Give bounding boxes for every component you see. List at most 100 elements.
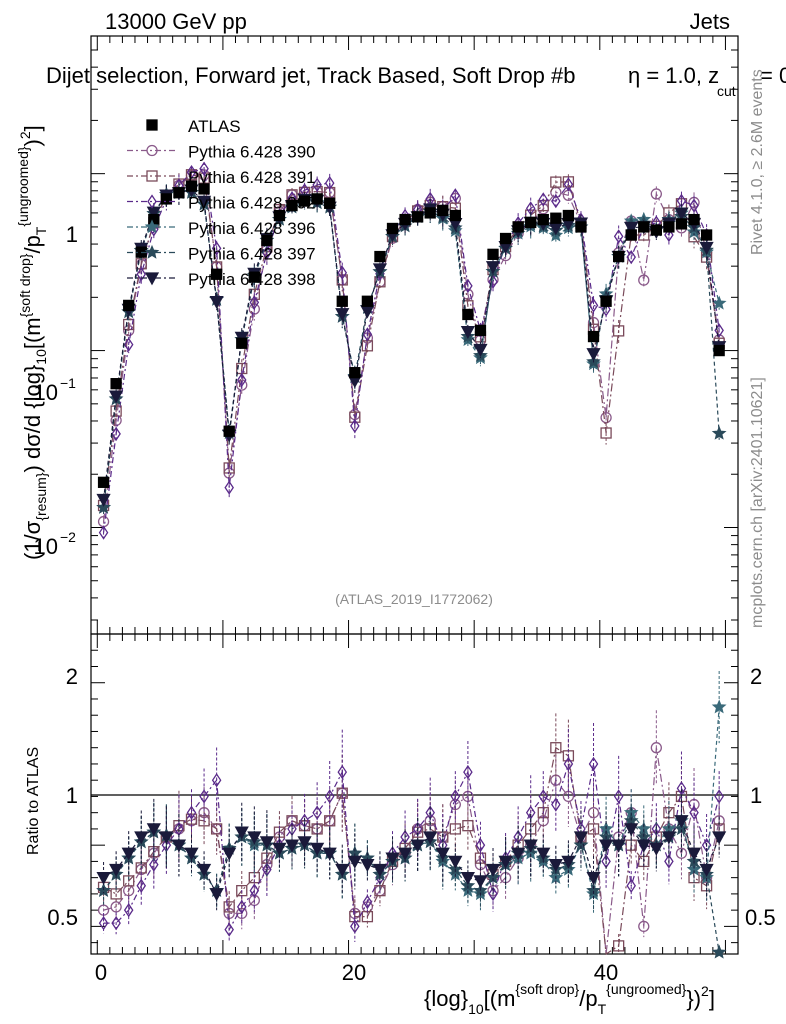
data-point: [372, 263, 388, 277]
ratio-point: [689, 805, 699, 820]
legend-marker: [147, 194, 157, 209]
ratio-point: [336, 787, 348, 799]
data-point: [209, 296, 224, 310]
ratio-point: [424, 815, 436, 827]
ratio-point: [310, 842, 325, 856]
data-point: [463, 278, 473, 294]
atlas-point: [273, 209, 286, 222]
data-point: [186, 164, 197, 180]
ratio-point: [626, 878, 636, 893]
data-point: [362, 327, 373, 342]
data-point: [96, 499, 111, 514]
ratio-point: [435, 847, 450, 861]
ratio-point: [123, 875, 135, 887]
ratio-point: [613, 789, 624, 804]
ratio-point: [186, 805, 197, 820]
legend-marker: [144, 244, 160, 259]
title-eta: η = 1.0, z: [628, 63, 719, 88]
ratio-point: [110, 901, 122, 913]
ratio-point: [649, 842, 664, 856]
ratio-point: [109, 863, 124, 877]
y-tick-label-1e-1-exp: −1: [60, 375, 76, 391]
atlas-point: [361, 295, 374, 307]
ratio-point: [410, 839, 425, 853]
ratio-point: [538, 789, 549, 804]
ratio-point: [587, 807, 600, 819]
ratio-point: [651, 821, 662, 837]
x-tick-label-40: 40: [594, 960, 618, 985]
ratio-series-layer: [96, 671, 727, 959]
data-point: [96, 493, 111, 507]
ratio-point: [184, 847, 199, 861]
legend-entry: Pythia 6.428 391: [127, 168, 316, 187]
ratio-point: [171, 839, 187, 853]
ratio-point: [551, 797, 561, 812]
category-label: Jets: [690, 9, 730, 34]
ratio-point: [550, 742, 562, 754]
ratio-point: [699, 863, 714, 877]
ratio-point: [473, 875, 488, 889]
y-tick-label-1: 1: [66, 222, 78, 247]
ratio-point: [297, 836, 312, 850]
ratio-point: [686, 847, 702, 861]
ratio-point: [511, 847, 526, 861]
ratio-point: [136, 878, 147, 893]
atlas-point: [587, 330, 600, 343]
data-point: [324, 186, 336, 199]
atlas-point: [525, 216, 537, 229]
data-point: [551, 193, 561, 209]
ratio-point: [111, 915, 121, 931]
data-point: [262, 245, 272, 260]
data-point: [638, 274, 650, 286]
legend-marker: [144, 272, 160, 286]
svg-text:(1/σ{resum}) dσ/d {log}10[(m{s: (1/σ{resum}) dσ/d {log}10[(m{soft drop}/…: [15, 125, 49, 560]
ratio-point: [400, 829, 410, 845]
ratio-point: [322, 847, 337, 861]
ratio-point: [121, 847, 136, 861]
ratio-point: [223, 901, 235, 913]
ratio-point: [563, 756, 574, 772]
atlas-point: [562, 209, 575, 222]
ratio-axis-ticks: [91, 634, 738, 954]
ratio-point: [324, 789, 335, 804]
atlas-point: [650, 224, 662, 236]
ratio-tick-label-1: 1: [66, 783, 78, 808]
data-point: [600, 427, 612, 439]
ratio-series-pythia-6-428-398: [96, 789, 727, 911]
ratio-point: [360, 859, 375, 873]
atlas-point: [575, 221, 587, 233]
data-point: [350, 418, 360, 434]
data-point: [224, 480, 234, 495]
series-line: [102, 174, 720, 506]
legend-label: Pythia 6.428 392: [188, 194, 316, 213]
mcplots-label: mcplots.cern.ch [arXiv:2401.10621]: [749, 377, 766, 628]
atlas-point: [424, 207, 436, 219]
atlas-point: [286, 199, 298, 212]
analysis-id-label: (ATLAS_2019_I1772062): [335, 591, 493, 607]
ratio-point: [185, 813, 198, 825]
ratio-point: [222, 847, 237, 861]
ratio-tick-label-2: 2: [66, 664, 78, 689]
series-line: [102, 189, 720, 500]
legend-marker: [146, 170, 158, 182]
ratio-point: [146, 823, 161, 837]
ratio-point: [661, 831, 676, 845]
ratio-point: [711, 699, 727, 714]
data-point: [196, 195, 212, 209]
atlas-point: [449, 209, 461, 222]
data-point: [485, 261, 501, 275]
ratio-point: [123, 902, 134, 918]
ratio-point: [350, 919, 360, 934]
y-tick-label-1e-2-base: 10: [34, 534, 58, 559]
atlas-point: [688, 213, 700, 226]
legend-entry: Pythia 6.428 396: [127, 219, 316, 238]
ratio-point: [498, 855, 513, 869]
ratio-point: [449, 823, 461, 835]
ratio-point: [475, 837, 486, 853]
legend-label: ATLAS: [188, 117, 241, 136]
ratio-point: [96, 872, 111, 886]
ratio-tick-label-0-5: 0.5: [47, 905, 78, 930]
ratio-point: [159, 831, 174, 845]
ratio-point: [397, 847, 413, 861]
ratio-point: [676, 781, 687, 796]
